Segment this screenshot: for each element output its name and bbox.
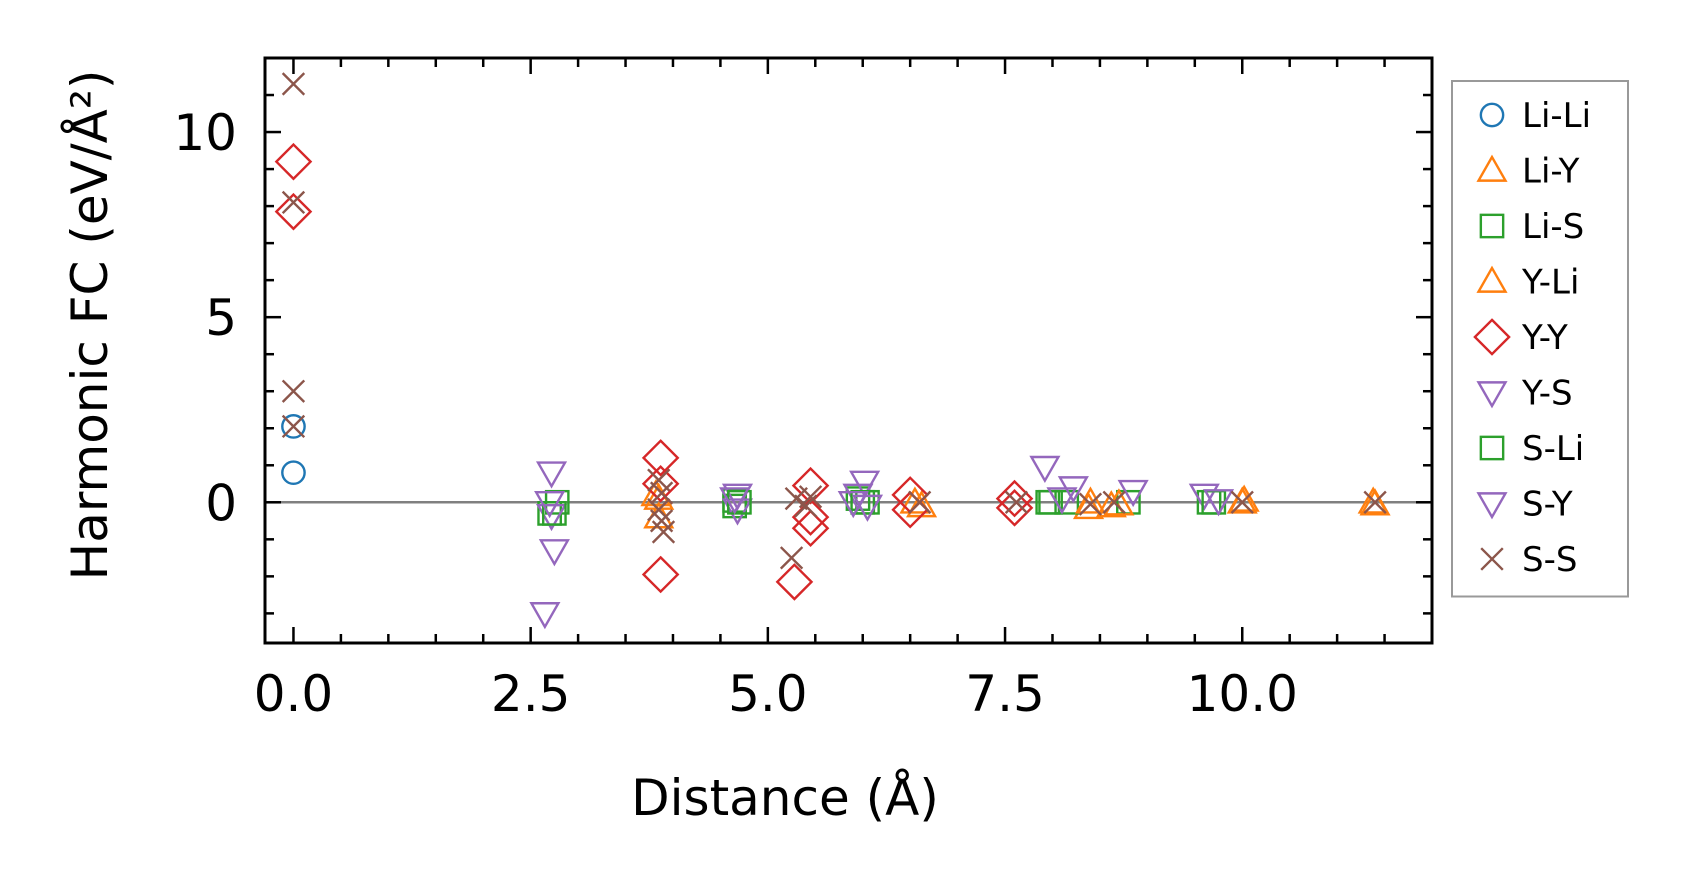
data-point-s-s [779, 546, 804, 570]
data-point-s-y [534, 490, 566, 519]
legend-label-y-li: Y-Li [1521, 263, 1579, 303]
legend-label-y-y: Y-Y [1521, 318, 1568, 358]
data-point-li-li [281, 460, 306, 486]
data-point-y-s [1117, 479, 1149, 508]
x-tick-label: 5.0 [728, 665, 808, 723]
data-point-y-s [529, 602, 561, 630]
data-point-y-s [535, 503, 568, 532]
data-point-y-y [791, 498, 830, 536]
data-point-s-li [542, 501, 567, 526]
x-tick-label: 2.5 [491, 665, 571, 723]
data-point-s-s [1363, 490, 1387, 514]
series-y-y [274, 142, 1034, 601]
data-point-y-li [1074, 486, 1107, 514]
legend-marker-s-li [1479, 435, 1505, 461]
series-s-y [534, 487, 1235, 522]
x-tick-label: 0.0 [254, 665, 334, 723]
legend-label-s-s: S-S [1522, 540, 1577, 580]
data-point-y-y [641, 464, 680, 503]
data-point-s-s [908, 490, 932, 514]
legend-label-s-y: S-Y [1522, 485, 1573, 525]
data-point-s-y [1046, 487, 1078, 515]
data-point-s-s [1004, 490, 1029, 514]
x-axis-label: Distance (Å) [631, 769, 939, 827]
y-tick-label: 10 [173, 104, 237, 162]
data-point-s-s [651, 520, 676, 544]
legend: Li-Li Li-Y Li-S Y-Li Y-Y Y-S S-Li S-Y S-S [1451, 80, 1629, 598]
legend-marker-y-y [1473, 318, 1511, 356]
legend-marker-li-s [1479, 213, 1505, 239]
data-point-s-s [281, 379, 306, 403]
legend-marker-y-li [1476, 265, 1508, 293]
data-point-s-y [851, 494, 884, 522]
data-point-y-y [995, 479, 1034, 518]
axis-ticks [263, 56, 1434, 645]
data-point-y-y [775, 563, 814, 601]
y-tick-label: 0 [205, 474, 237, 532]
series-li-li [281, 414, 306, 486]
data-point-y-y [995, 489, 1034, 527]
data-point-s-s [1230, 490, 1254, 514]
legend-label-li-li: Li-Li [1522, 96, 1591, 136]
legend-label-s-li: S-Li [1522, 429, 1584, 469]
y-tick-labels: 0 5 10 [173, 104, 237, 532]
legend-marker-li-y [1476, 154, 1508, 182]
series-y-li [640, 478, 1389, 516]
x-tick-label: 10.0 [1187, 665, 1298, 723]
data-point-y-y [641, 439, 680, 477]
data-point-s-s [281, 414, 306, 439]
plot-area [265, 72, 1432, 630]
legend-marker-y-s [1476, 381, 1508, 409]
y-axis-label: Harmonic FC (eV/Å²) [61, 70, 119, 581]
data-point-s-s [1102, 490, 1126, 514]
data-point-y-s [538, 539, 570, 567]
data-point-y-y [274, 142, 313, 181]
data-point-s-s [649, 481, 674, 505]
x-tick-labels: 0.0 2.5 5.0 7.5 10.0 [254, 665, 1298, 723]
plot-frame [263, 56, 1434, 645]
legend-marker-s-s [1480, 547, 1504, 571]
data-point-y-s [535, 461, 568, 489]
data-point-s-y [1202, 489, 1235, 517]
legend-label-li-y: Li-Y [1522, 152, 1580, 192]
data-point-y-s [1188, 483, 1220, 511]
data-point-li-li [281, 414, 306, 439]
data-point-y-li [1357, 486, 1389, 514]
series-s-s [281, 72, 1387, 570]
legend-marker-li-li [1479, 102, 1505, 128]
legend-marker-s-y [1476, 492, 1508, 520]
data-point-s-s [1078, 492, 1103, 516]
legend-box [1451, 80, 1629, 598]
legend-label-li-s: Li-S [1522, 207, 1584, 247]
data-point-y-y [274, 192, 313, 231]
data-point-s-s [281, 190, 306, 215]
series-y-s [529, 455, 1220, 630]
y-tick-label: 5 [205, 289, 237, 347]
x-tick-label: 7.5 [965, 665, 1045, 723]
legend-label-y-s: Y-S [1521, 374, 1573, 414]
data-point-y-y [791, 509, 830, 548]
data-point-y-s [1029, 455, 1061, 484]
data-point-y-li [1103, 488, 1135, 516]
data-point-s-s [798, 485, 823, 509]
data-point-s-y [837, 490, 869, 519]
data-point-s-s [281, 72, 306, 96]
data-point-y-y [641, 555, 680, 594]
data-point-y-s [721, 498, 754, 526]
data-point-s-y [719, 487, 751, 515]
